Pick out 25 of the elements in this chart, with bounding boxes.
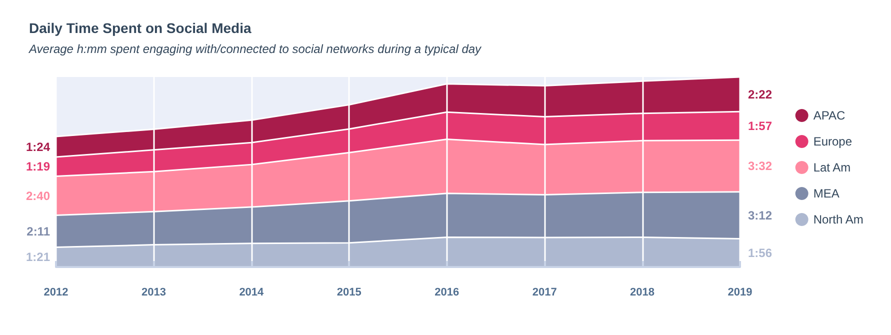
x-tick-label: 2017 <box>532 286 557 298</box>
legend-label: Europe <box>813 134 852 148</box>
legend-label: North Am <box>813 212 864 226</box>
x-tick-label: 2016 <box>434 286 460 298</box>
data-label: 3:32 <box>748 159 772 174</box>
x-tick-label: 2015 <box>336 286 362 298</box>
data-label: 1:57 <box>748 118 772 133</box>
chart-title: Daily Time Spent on Social Media <box>29 20 252 36</box>
x-tick-label: 2018 <box>630 286 655 298</box>
data-label: 2:11 <box>26 224 50 238</box>
data-label: 2:22 <box>748 87 772 102</box>
legend-label: Lat Am <box>813 160 851 174</box>
legend-label: MEA <box>813 186 840 200</box>
data-label: 2:40 <box>26 188 50 203</box>
data-label: 1:24 <box>26 140 50 154</box>
legend-label: APAC <box>813 108 846 122</box>
data-label: 1:19 <box>26 160 50 174</box>
x-tick-label: 2013 <box>141 286 166 298</box>
chart-subtitle: Average h:mm spent engaging with/connected to social networks during a typical day <box>28 42 482 56</box>
x-tick-label: 2014 <box>239 286 265 298</box>
data-label: 1:56 <box>748 246 772 260</box>
data-label: 3:12 <box>748 208 772 222</box>
x-tick-label: 2019 <box>728 286 752 298</box>
x-tick-label: 2012 <box>44 286 68 298</box>
data-label: 1:21 <box>26 250 50 264</box>
